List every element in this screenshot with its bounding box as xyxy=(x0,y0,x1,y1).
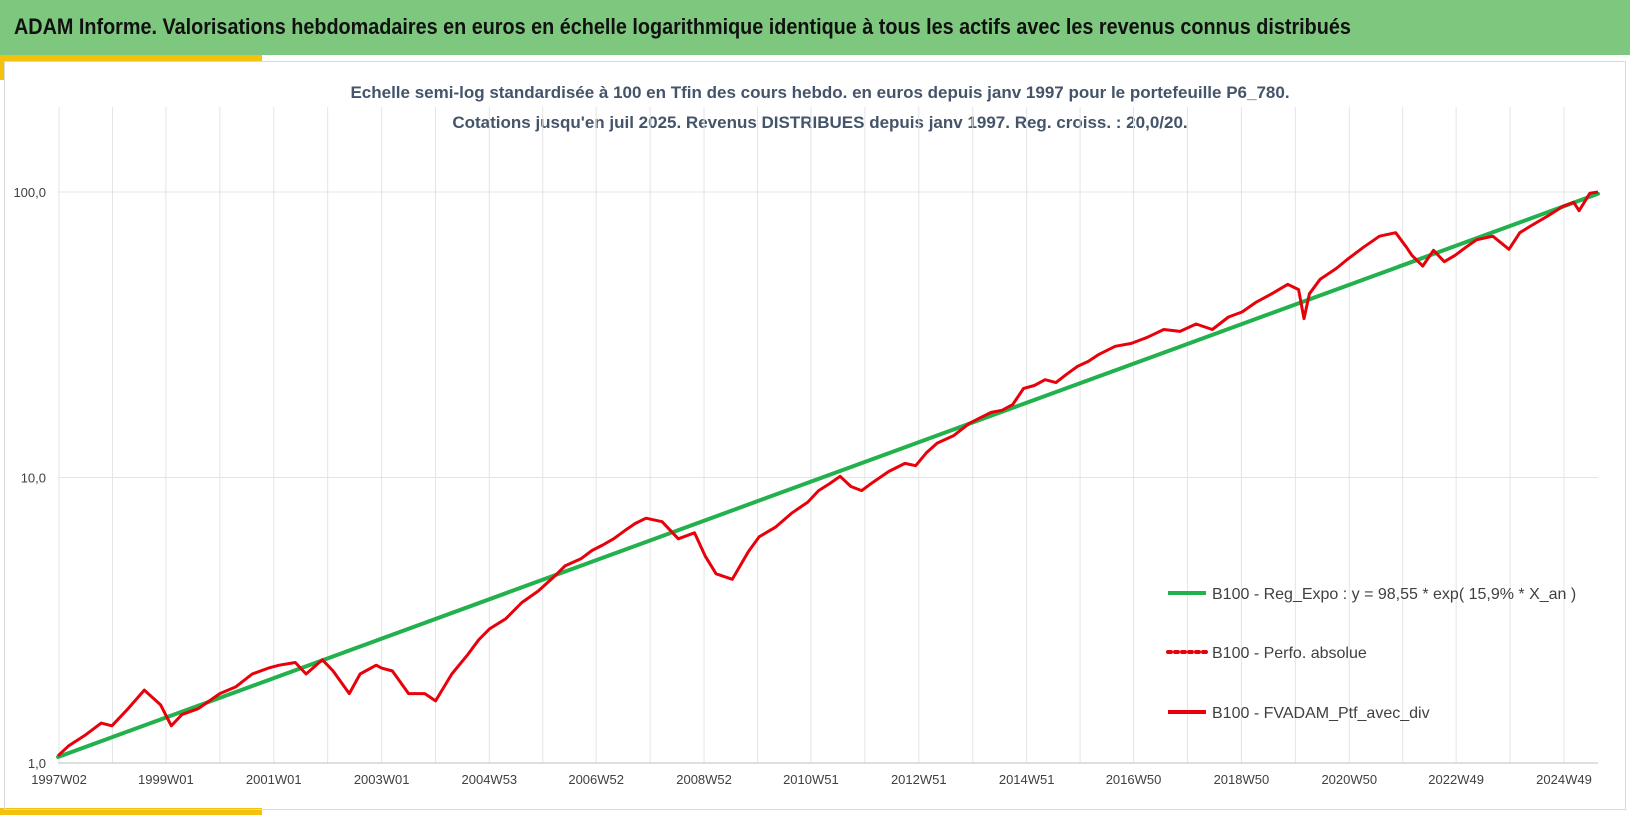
x-tick-label: 2003W01 xyxy=(354,772,410,787)
chart-subtitle: Cotations jusqu'en juil 2025. Revenus DI… xyxy=(452,113,1187,132)
x-tick-label: 2010W51 xyxy=(783,772,839,787)
regression-line xyxy=(56,191,1600,759)
accent-bar-bottom xyxy=(0,808,262,815)
x-tick-label: 2008W52 xyxy=(676,772,732,787)
x-tick-label: 2014W51 xyxy=(999,772,1055,787)
legend: B100 - Reg_Expo : y = 98,55 * exp( 15,9%… xyxy=(1166,586,1576,722)
x-tick-label: 2006W52 xyxy=(568,772,624,787)
chart-frame xyxy=(4,61,1626,810)
accent-bar-top xyxy=(0,55,262,61)
x-tick-label: 2012W51 xyxy=(891,772,947,787)
y-tick-label: 10,0 xyxy=(21,471,46,486)
series-lines xyxy=(56,190,1600,759)
x-tick-label: 2001W01 xyxy=(246,772,302,787)
x-tick-label: 1997W02 xyxy=(31,772,87,787)
chart-title: Echelle semi-log standardisée à 100 en T… xyxy=(350,83,1289,102)
y-tick-label: 1,0 xyxy=(28,756,46,771)
x-tick-label: 2018W50 xyxy=(1214,772,1270,787)
legend-label: B100 - Reg_Expo : y = 98,55 * exp( 15,9%… xyxy=(1212,586,1576,603)
x-tick-label: 2020W50 xyxy=(1321,772,1377,787)
axis-labels: 1997W02 1999W01 2001W01 2003W01 2004W53 2006W… xyxy=(13,185,1591,787)
portfolio-line xyxy=(56,190,1599,757)
x-tick-label: 2022W49 xyxy=(1428,772,1484,787)
accent-bar-left xyxy=(0,55,5,80)
y-tick-label: 100,0 xyxy=(13,185,46,200)
header-banner: ADAM Informe. Valorisations hebdomadaire… xyxy=(0,0,1630,55)
report-title: ADAM Informe. Valorisations hebdomadaire… xyxy=(14,14,1351,39)
x-tick-label: 2016W50 xyxy=(1106,772,1162,787)
x-tick-label: 2024W49 xyxy=(1536,772,1592,787)
legend-label: B100 - FVADAM_Ptf_avec_div xyxy=(1212,705,1430,722)
x-tick-label: 2004W53 xyxy=(462,772,518,787)
legend-label: B100 - Perfo. absolue xyxy=(1212,645,1367,662)
x-tick-label: 1999W01 xyxy=(138,772,194,787)
